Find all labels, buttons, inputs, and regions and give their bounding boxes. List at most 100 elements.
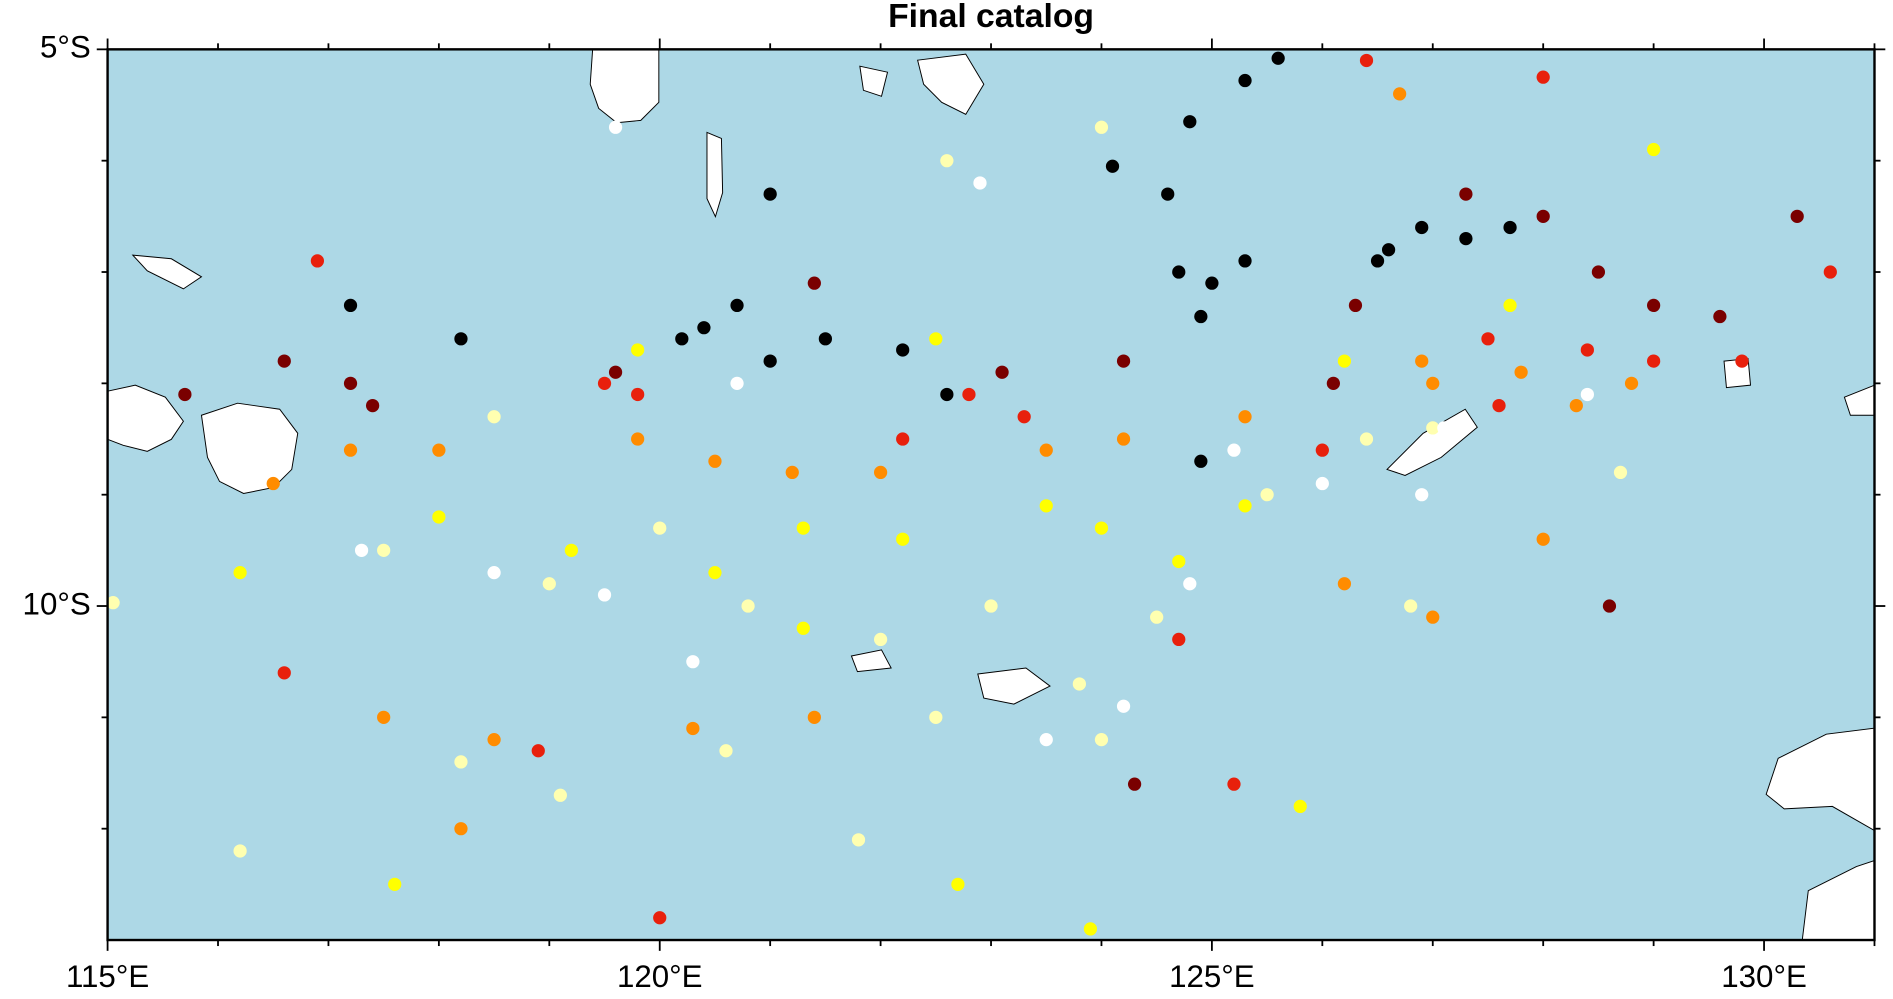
event-point (1492, 398, 1506, 413)
event-point (807, 710, 821, 724)
y-tick-label: 10°S (23, 586, 91, 621)
points (106, 51, 1837, 936)
event-point (608, 365, 623, 379)
x-tick-label: 120°E (617, 959, 703, 994)
event-point (1790, 209, 1804, 223)
event-point (1514, 365, 1528, 379)
event-point (1591, 265, 1606, 279)
event-point (432, 510, 446, 524)
event-point (1172, 265, 1186, 279)
event-point (531, 744, 545, 758)
event-point (1205, 276, 1219, 290)
event-point (1481, 332, 1495, 346)
event-point (454, 755, 468, 769)
sea (107, 49, 1875, 941)
event-point (1039, 733, 1053, 747)
event-point (1116, 699, 1131, 713)
event-point (1238, 410, 1252, 424)
event-point (730, 298, 744, 313)
event-point (377, 710, 391, 724)
event-point (1415, 220, 1429, 235)
land (107, 48, 1875, 941)
event-point (1580, 387, 1594, 402)
event-point (631, 387, 645, 402)
event-point (1602, 599, 1617, 613)
event-point (719, 744, 733, 758)
event-point (1359, 432, 1374, 446)
chart-title: Final catalog (888, 0, 1094, 35)
event-point (951, 877, 965, 891)
event-point (1194, 309, 1208, 324)
event-point (1437, 421, 1451, 435)
event-point (106, 596, 120, 610)
event-point (995, 365, 1009, 379)
event-point (354, 543, 369, 557)
event-point (1039, 443, 1053, 457)
event-point (365, 398, 380, 413)
event-point (1105, 159, 1120, 173)
event-point (1337, 577, 1352, 591)
event-point (1426, 610, 1440, 624)
event-point (343, 298, 358, 313)
event-point (1172, 554, 1186, 569)
event-point (1194, 454, 1208, 468)
event-point (608, 120, 623, 134)
event-point (542, 577, 556, 591)
event-point (686, 655, 700, 669)
event-point (1227, 443, 1241, 457)
event-point (631, 343, 645, 357)
event-point (1127, 777, 1142, 791)
event-point (1116, 432, 1131, 446)
event-point (984, 599, 998, 613)
event-point (1404, 599, 1418, 613)
event-point (1370, 254, 1385, 268)
event-point (377, 543, 391, 557)
event-point (553, 788, 567, 802)
event-point (1536, 532, 1550, 546)
event-point (1094, 733, 1109, 747)
event-point (1183, 115, 1197, 129)
event-point (1359, 53, 1374, 68)
axes: 115°E 120°E 125°E 130°E 5°S 10°S (23, 30, 1886, 994)
event-point (896, 343, 910, 357)
event-point (1072, 677, 1086, 691)
event-point (1536, 70, 1550, 84)
event-point (1315, 476, 1329, 491)
event-point (873, 632, 888, 647)
event-point (277, 354, 291, 368)
event-point (597, 376, 612, 390)
event-point (807, 276, 821, 290)
event-point (1094, 120, 1109, 134)
event-point (708, 565, 722, 580)
event-point (343, 443, 358, 457)
event-point (697, 321, 711, 335)
event-point (1039, 499, 1053, 513)
event-point (487, 565, 501, 580)
event-point (1823, 265, 1837, 279)
event-point (310, 254, 325, 268)
event-point (1348, 298, 1363, 313)
event-point (1116, 354, 1131, 368)
event-point (388, 877, 402, 891)
event-point (708, 454, 722, 468)
event-point (796, 621, 810, 635)
event-point (1393, 87, 1407, 101)
event-point (1426, 376, 1440, 390)
event-point (741, 599, 755, 613)
event-point (851, 833, 866, 847)
event-point (1503, 298, 1517, 313)
event-point (1094, 521, 1109, 535)
y-tick-label: 5°S (40, 30, 91, 65)
event-point (1161, 187, 1175, 201)
event-point (343, 376, 358, 390)
event-point (1415, 488, 1429, 502)
event-point (432, 443, 446, 457)
event-point (233, 565, 247, 580)
event-point (873, 465, 888, 480)
event-point (454, 332, 468, 346)
event-point (1459, 231, 1473, 246)
event-point (1238, 499, 1252, 513)
event-point (653, 911, 667, 925)
event-point (896, 532, 910, 546)
